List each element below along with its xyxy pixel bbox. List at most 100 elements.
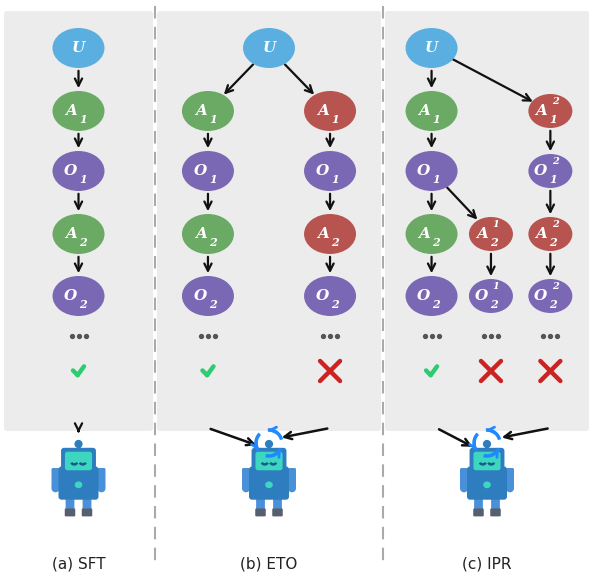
Circle shape [484,441,490,447]
Text: 2: 2 [433,237,440,248]
Text: 2: 2 [209,299,217,310]
Text: O: O [65,164,78,178]
FancyBboxPatch shape [255,509,266,516]
Text: A: A [66,227,78,241]
Circle shape [243,485,249,492]
Circle shape [266,441,272,447]
Text: A: A [317,104,329,118]
FancyBboxPatch shape [469,448,504,472]
FancyBboxPatch shape [256,495,265,512]
Text: 1: 1 [209,174,217,185]
FancyBboxPatch shape [59,466,98,500]
Ellipse shape [304,276,356,316]
Text: 2: 2 [490,299,498,310]
Text: O: O [417,289,430,303]
FancyBboxPatch shape [288,468,296,488]
Ellipse shape [265,482,273,488]
Text: 2: 2 [490,237,498,248]
Text: 1: 1 [549,114,557,125]
FancyBboxPatch shape [249,466,289,500]
Text: 2: 2 [552,157,559,166]
FancyBboxPatch shape [52,468,60,488]
Ellipse shape [406,214,458,254]
FancyBboxPatch shape [256,452,282,471]
FancyBboxPatch shape [252,448,287,472]
Text: 1: 1 [549,174,557,185]
Ellipse shape [406,91,458,131]
Text: O: O [534,289,548,303]
FancyBboxPatch shape [491,495,500,512]
FancyBboxPatch shape [65,509,75,516]
Ellipse shape [53,276,105,316]
Ellipse shape [529,217,572,251]
Text: 2: 2 [433,299,440,310]
Text: 2: 2 [552,282,559,291]
Text: 1: 1 [79,174,87,185]
Ellipse shape [469,217,513,251]
Circle shape [461,485,468,492]
FancyBboxPatch shape [467,466,507,500]
Ellipse shape [406,28,458,68]
Text: 1: 1 [493,282,499,291]
Text: 1: 1 [331,174,339,185]
Ellipse shape [304,91,356,131]
FancyBboxPatch shape [65,452,92,471]
Circle shape [288,485,295,492]
FancyBboxPatch shape [4,11,153,431]
Text: 1: 1 [209,114,217,125]
Text: A: A [536,104,548,118]
Text: U: U [425,41,438,55]
Ellipse shape [53,28,105,68]
Text: O: O [417,164,430,178]
Circle shape [52,485,59,492]
FancyBboxPatch shape [61,448,96,472]
Text: 2: 2 [331,299,339,310]
Text: 1: 1 [493,220,499,229]
Ellipse shape [53,151,105,191]
FancyBboxPatch shape [66,495,75,512]
Text: 2: 2 [549,237,557,248]
Text: U: U [72,41,85,55]
Ellipse shape [75,482,82,488]
Text: O: O [475,289,488,303]
Text: A: A [419,227,430,241]
Ellipse shape [53,214,105,254]
Ellipse shape [529,279,572,313]
Text: 2: 2 [552,220,559,229]
Ellipse shape [469,279,513,313]
Text: O: O [316,164,329,178]
Text: (a) SFT: (a) SFT [52,557,105,571]
Text: 1: 1 [433,114,440,125]
Ellipse shape [182,91,234,131]
Text: 2: 2 [331,237,339,248]
Text: (c) IPR: (c) IPR [462,557,511,571]
Text: 2: 2 [79,237,87,248]
FancyBboxPatch shape [98,468,105,488]
Ellipse shape [304,151,356,191]
FancyBboxPatch shape [157,11,381,431]
FancyBboxPatch shape [460,468,468,488]
Text: 2: 2 [209,237,217,248]
Text: A: A [195,227,207,241]
FancyBboxPatch shape [473,509,484,516]
Text: 2: 2 [79,299,87,310]
Ellipse shape [406,276,458,316]
Ellipse shape [182,151,234,191]
Text: A: A [66,104,78,118]
FancyBboxPatch shape [83,495,91,512]
Text: 1: 1 [79,114,87,125]
FancyBboxPatch shape [490,509,501,516]
Text: (b) ETO: (b) ETO [240,557,298,571]
Text: O: O [65,289,78,303]
FancyBboxPatch shape [474,452,501,471]
Text: A: A [476,227,488,241]
Ellipse shape [406,151,458,191]
Text: O: O [194,164,207,178]
FancyBboxPatch shape [242,468,250,488]
Text: A: A [536,227,548,241]
Circle shape [98,485,105,492]
Ellipse shape [182,276,234,316]
Text: 1: 1 [331,114,339,125]
Text: O: O [316,289,329,303]
Text: 2: 2 [552,97,559,106]
